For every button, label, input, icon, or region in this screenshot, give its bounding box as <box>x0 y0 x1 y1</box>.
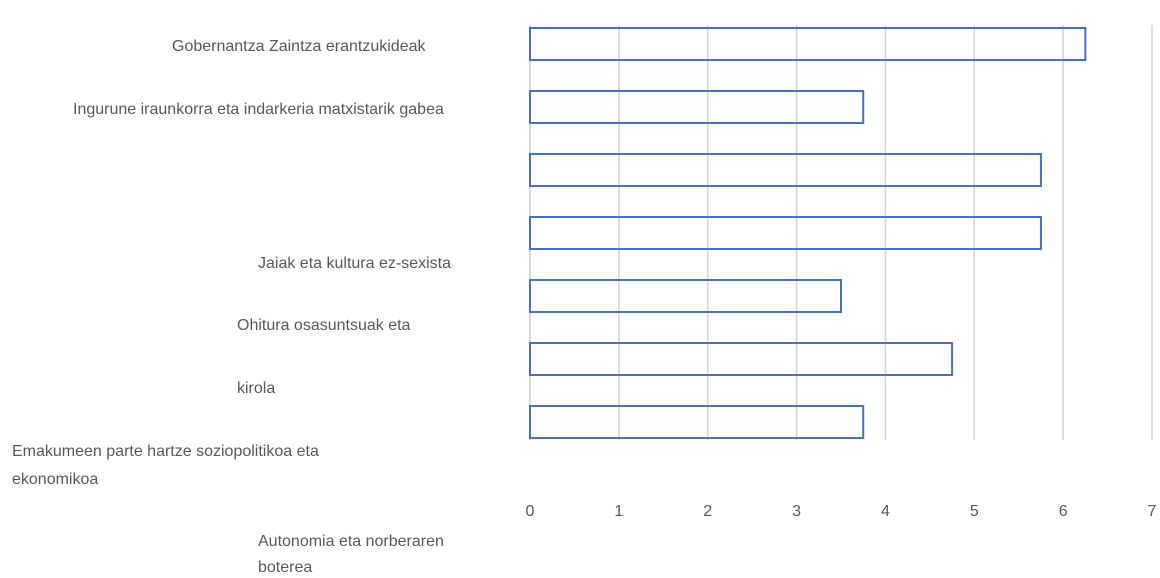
bar <box>529 342 954 376</box>
category-label: Ohitura osasuntsuak eta <box>237 317 411 334</box>
category-label: Autonomia eta norberaren <box>258 533 444 550</box>
category-label: ekonomikoa <box>12 471 98 488</box>
bar <box>529 153 1042 187</box>
x-tick-label: 4 <box>881 503 890 520</box>
x-tick-label: 6 <box>1059 503 1068 520</box>
category-label: Ingurune iraunkorra eta indarkeria matxi… <box>73 101 444 118</box>
x-tick-label: 5 <box>970 503 979 520</box>
category-label: Jaiak eta kultura ez-sexista <box>258 255 451 272</box>
x-tick-label: 2 <box>703 503 712 520</box>
x-tick-label: 7 <box>1148 503 1157 520</box>
bar <box>529 405 865 439</box>
bar <box>529 216 1042 250</box>
x-tick-label: 3 <box>792 503 801 520</box>
category-label: Gobernantza Zaintza erantzukideak <box>172 38 426 55</box>
category-label: boterea <box>258 559 312 576</box>
category-label: Emakumeen parte hartze soziopolitikoa et… <box>12 443 319 460</box>
bar <box>529 279 842 313</box>
x-tick-label: 0 <box>526 503 535 520</box>
bar <box>529 27 1087 61</box>
bar <box>529 90 865 124</box>
category-label: kirola <box>237 380 275 397</box>
x-tick-label: 1 <box>614 503 623 520</box>
